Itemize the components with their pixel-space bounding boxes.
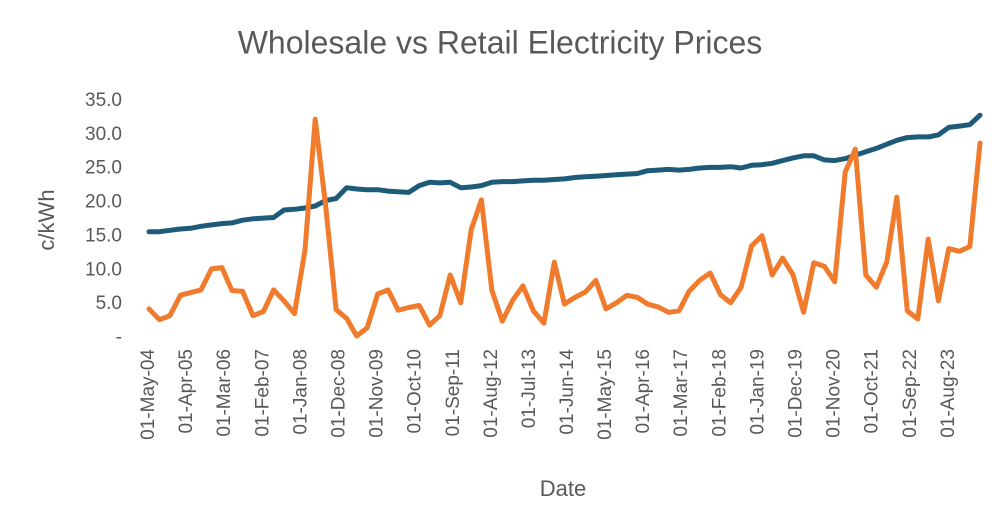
x-tick-label: 01-Dec-08 xyxy=(329,349,350,438)
x-tick-label: 01-Jun-14 xyxy=(557,349,578,435)
x-tick-label: 01-Feb-18 xyxy=(710,349,731,437)
y-tick-label: 15.0 xyxy=(85,225,122,246)
y-tick-label: 5.0 xyxy=(96,293,122,314)
y-tick-label: 30.0 xyxy=(85,124,122,145)
y-tick-label: 10.0 xyxy=(85,259,122,280)
series-line xyxy=(146,116,983,339)
x-tick-label: 01-Sep-11 xyxy=(443,349,464,436)
x-tick-label: 01-Mar-17 xyxy=(671,349,692,437)
y-tick-label: 35.0 xyxy=(85,90,122,111)
x-axis-title: Date xyxy=(540,476,586,501)
x-tick-label: 01-Nov-09 xyxy=(367,349,388,438)
y-tick-label: 25.0 xyxy=(85,158,122,179)
x-tick-label: 01-Mar-06 xyxy=(214,349,235,437)
x-tick-label: 01-Apr-16 xyxy=(633,349,654,434)
series-line xyxy=(146,112,983,235)
x-tick-label: 01-May-04 xyxy=(138,349,159,440)
x-tick-label: 01-Aug-23 xyxy=(938,349,959,438)
x-tick-label: 01-Oct-10 xyxy=(405,349,426,433)
x-tick-label: 01-Nov-20 xyxy=(824,349,845,438)
x-tick-label: 01-Jul-13 xyxy=(519,349,540,428)
x-tick-label: 01-Jan-19 xyxy=(748,349,769,435)
y-axis-title: c/kWh xyxy=(34,189,59,250)
x-tick-label: 01-Apr-05 xyxy=(176,349,197,434)
x-tick-label: 01-Feb-07 xyxy=(252,349,273,437)
y-tick-label: 20.0 xyxy=(85,192,122,213)
x-tick-label: 01-May-15 xyxy=(595,349,616,440)
chart-title: Wholesale vs Retail Electricity Prices xyxy=(238,24,763,60)
x-tick-label: 01-Aug-12 xyxy=(481,349,502,438)
x-tick-label: 01-Sep-22 xyxy=(900,349,921,438)
x-tick-label: 01-Dec-19 xyxy=(786,349,807,438)
x-tick-label: 01-Oct-21 xyxy=(862,349,883,433)
y-tick-label: - xyxy=(116,327,122,348)
x-tick-label: 01-Jan-08 xyxy=(290,349,311,435)
